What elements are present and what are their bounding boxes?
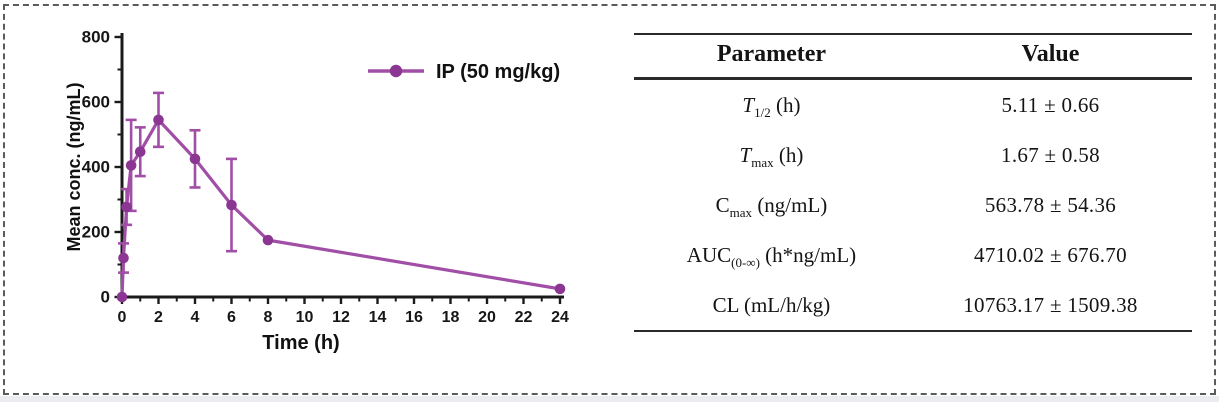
parameter-cell: CL (mL/h/kg)	[634, 280, 909, 332]
value-cell: 563.78 ± 54.36	[984, 192, 1117, 217]
x-tick-label: 20	[478, 309, 496, 326]
y-tick-label: 200	[82, 223, 110, 242]
x-tick-label: 14	[369, 309, 387, 326]
x-tick-label: 0	[118, 309, 127, 326]
parameter-cell: AUC(0-∞) (h*ng/mL)	[686, 242, 857, 270]
legend-label: IP (50 mg/kg)	[436, 61, 560, 83]
pk-parameter-table: Parameter Value T1/2 (h) 5.11 ± 0.66 Tmax …	[634, 33, 1192, 332]
value-cell: 4710.02 ± 676.70	[974, 242, 1127, 267]
series-line	[120, 118, 561, 298]
table-row: Tmax (h) 1.67 ± 0.58	[634, 130, 1192, 180]
column-header-value: Value	[908, 33, 1192, 80]
x-tick-label: 18	[442, 309, 460, 326]
x-tick-label: 12	[332, 309, 350, 326]
table-row: CL (mL/h/kg) 10763.17 ± 1509.38	[634, 280, 1192, 332]
x-tick-label: 6	[227, 309, 236, 326]
data-point-marker	[121, 201, 132, 213]
x-tick-label: 8	[264, 309, 273, 326]
data-point-marker	[116, 291, 128, 303]
parameter-cell: T1/2 (h)	[742, 92, 801, 120]
x-tick-label: 10	[296, 309, 314, 326]
x-tick-label: 16	[405, 309, 423, 326]
data-point-marker	[189, 153, 201, 165]
table-header-row: Parameter Value	[634, 33, 1192, 80]
data-point-marker	[118, 252, 129, 264]
x-axis-title: Time (h)	[262, 332, 339, 354]
table-row: Cmax (ng/mL) 563.78 ± 54.36	[634, 180, 1192, 230]
value-cell: 10763.17 ± 1509.38	[908, 280, 1192, 332]
data-point-marker	[262, 234, 274, 246]
x-tick-label: 24	[551, 309, 569, 326]
legend-marker	[389, 64, 403, 78]
y-tick-label: 800	[82, 28, 110, 47]
data-point-marker	[125, 160, 137, 171]
column-header-parameter: Parameter	[634, 33, 909, 80]
y-axis-title: Mean conc. (ng/mL)	[64, 82, 84, 251]
parameter-cell: Cmax (ng/mL)	[715, 192, 828, 220]
bottom-edge-strip	[0, 396, 1219, 402]
value-cell: 1.67 ± 0.58	[1001, 142, 1100, 167]
data-point-marker	[554, 283, 566, 295]
y-tick-label: 600	[82, 93, 110, 112]
x-tick-label: 2	[154, 309, 163, 326]
y-tick-label: 400	[82, 158, 110, 177]
value-cell: 5.11 ± 0.66	[1001, 92, 1100, 117]
table-row: AUC(0-∞) (h*ng/mL) 4710.02 ± 676.70	[634, 230, 1192, 280]
pk-line-chart: 0 2 4 6 8 10 12 14 16 18 20 22 24 0 200 400 600 800 Time (…	[64, 28, 569, 355]
parameter-cell: Tmax (h)	[739, 142, 804, 170]
y-tick-label: 0	[101, 288, 110, 307]
x-tick-label: 4	[191, 309, 200, 326]
data-point-marker	[226, 199, 237, 211]
table-row: T1/2 (h) 5.11 ± 0.66	[634, 79, 1192, 131]
data-point-marker	[153, 114, 164, 126]
x-tick-label: 22	[515, 309, 533, 326]
data-point-marker	[134, 146, 146, 158]
